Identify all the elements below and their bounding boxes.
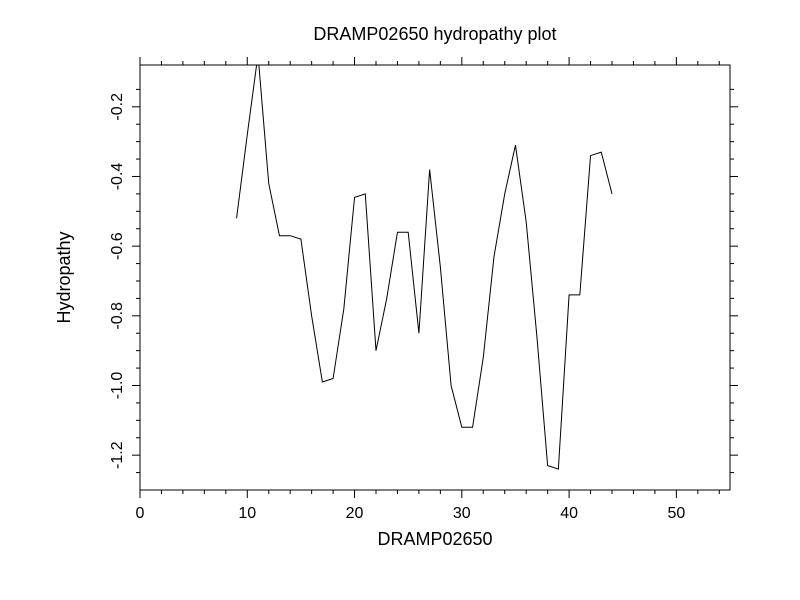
chart-svg: 0 10 20 30 40 50 -1.2 -1.0 -0.8 -0.6 -0.4 -0.2 DRAMP… xyxy=(0,0,800,600)
y-tick-label: -0.6 xyxy=(109,232,126,260)
plot-frame xyxy=(140,65,730,490)
chart-title: DRAMP02650 hydropathy plot xyxy=(313,24,556,44)
x-tick-label: 30 xyxy=(453,505,471,522)
x-tick-label: 40 xyxy=(560,505,578,522)
x-tick-label: 20 xyxy=(346,505,364,522)
hydropathy-chart: 0 10 20 30 40 50 -1.2 -1.0 -0.8 -0.6 -0.4 -0.2 DRAMP… xyxy=(0,0,800,600)
y-tick-label: -0.4 xyxy=(109,163,126,191)
x-axis-label: DRAMP02650 xyxy=(377,529,492,549)
y-tick-label: -1.0 xyxy=(109,372,126,400)
y-tick-label: -0.2 xyxy=(109,93,126,121)
x-tick-label: 10 xyxy=(238,505,256,522)
y-axis-label: Hydropathy xyxy=(54,231,74,323)
y-tick-label: -1.2 xyxy=(109,441,126,469)
y-tick-label: -0.8 xyxy=(109,302,126,330)
hydropathy-line xyxy=(237,55,612,470)
x-tick-label: 50 xyxy=(667,505,685,522)
x-tick-label: 0 xyxy=(136,505,145,522)
